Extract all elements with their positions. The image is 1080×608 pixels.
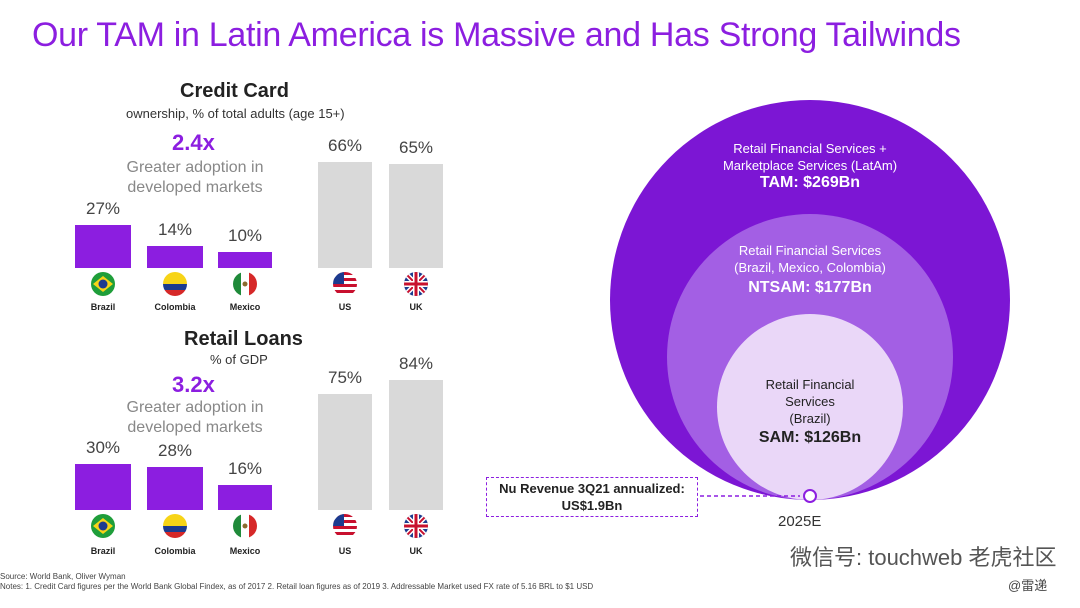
bar-mexico [218, 252, 272, 268]
bar-value-label: 28% [157, 440, 193, 460]
country-label: Brazil [90, 546, 116, 556]
uk-flag-icon [404, 272, 428, 296]
colombia-flag-icon [163, 272, 187, 296]
bar-value-label: 65% [398, 138, 434, 157]
bar-brazil [75, 463, 131, 510]
author-handle: @雷递 [1008, 578, 1048, 593]
country-label: UK [409, 302, 423, 312]
page-title: Our TAM in Latin America is Massive and … [32, 16, 961, 54]
tam-label: Retail Financial Services + Marketplace … [722, 141, 898, 191]
us-flag-icon [333, 272, 357, 296]
retail-loans-multiplier-note: Greater adoption in developed markets [126, 399, 264, 436]
bar-value-label: 14% [157, 219, 193, 239]
country-label: UK [409, 546, 423, 556]
country-label: US [338, 546, 352, 556]
bar-value-label: 75% [327, 367, 363, 387]
footnote-notes: Notes: 1. Credit Card figures per the Wo… [0, 582, 594, 591]
tam-circles [610, 100, 1010, 503]
bar-value-label: 84% [398, 353, 434, 373]
retail-loans-multiplier: 3.2x [172, 372, 215, 397]
bar-brazil [75, 224, 131, 268]
credit-card-subtitle: ownership, % of total adults (age 15+) [126, 106, 345, 121]
brazil-flag-icon [91, 514, 115, 538]
bar-value-label: 16% [227, 459, 263, 479]
ntsam-label: Retail Financial Services (Brazil, Mexic… [734, 243, 886, 296]
wechat-id: 微信号: touchweb [790, 545, 963, 570]
nu-revenue-dot [803, 489, 817, 503]
country-label: Colombia [154, 302, 196, 312]
uk-flag-icon [404, 514, 428, 538]
colombia-flag-icon [163, 514, 187, 538]
sam-label: Retail Financial Services (Brazil) SAM: … [758, 377, 862, 446]
bar-value-label: 30% [85, 437, 121, 457]
bar-us [318, 162, 372, 268]
credit-card-multiplier-note: Greater adoption in developed markets [126, 159, 264, 196]
retail-loans-subtitle: % of GDP [210, 352, 268, 367]
country-label: Brazil [90, 302, 116, 312]
bar-value-label: 27% [85, 198, 121, 218]
sam-circle [717, 314, 903, 500]
credit-card-title: Credit Card [180, 80, 289, 102]
bar-mexico [218, 485, 272, 510]
bar-colombia [147, 466, 203, 510]
country-label: US [338, 302, 352, 312]
footnote-source: Source: World Bank, Oliver Wyman [0, 572, 126, 581]
country-label: Mexico [229, 302, 261, 312]
brand-name: 老虎社区 [968, 545, 1057, 570]
nu-revenue-callout: Nu Revenue 3Q21 annualized: US$1.9Bn [486, 477, 698, 517]
bar-colombia [147, 245, 203, 268]
bar-value-label: 10% [227, 226, 263, 245]
retail-loans-title: Retail Loans [184, 328, 303, 350]
mexico-flag-icon [233, 514, 257, 538]
country-label: Colombia [154, 546, 196, 556]
mexico-flag-icon [233, 272, 257, 296]
country-label: Mexico [229, 546, 261, 556]
bar-value-label: 66% [327, 136, 363, 156]
brazil-flag-icon [91, 272, 115, 296]
credit-card-multiplier: 2.4x [172, 130, 215, 155]
bar-us [318, 393, 372, 510]
wechat-watermark: 微信号: touchweb 老虎社区 [790, 540, 1057, 572]
bar-uk [389, 164, 443, 268]
year-label: 2025E [778, 513, 822, 530]
us-flag-icon [333, 514, 357, 538]
bar-uk [389, 379, 443, 510]
